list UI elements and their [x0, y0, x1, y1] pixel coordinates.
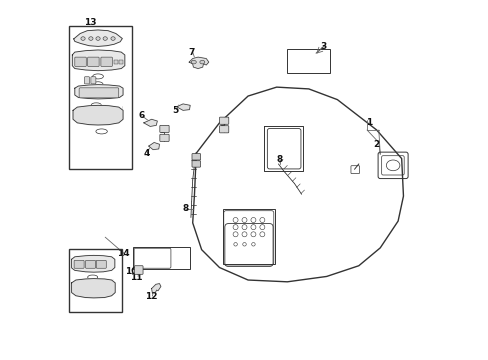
- Ellipse shape: [111, 37, 115, 40]
- Ellipse shape: [191, 60, 196, 64]
- FancyBboxPatch shape: [219, 126, 228, 133]
- Ellipse shape: [96, 37, 100, 40]
- Polygon shape: [148, 143, 159, 150]
- FancyBboxPatch shape: [87, 57, 99, 66]
- Bar: [119, 60, 123, 64]
- Ellipse shape: [200, 60, 204, 64]
- FancyBboxPatch shape: [219, 117, 228, 124]
- Bar: [132, 247, 189, 269]
- Polygon shape: [73, 105, 123, 125]
- Polygon shape: [189, 57, 208, 68]
- FancyBboxPatch shape: [101, 57, 112, 66]
- Polygon shape: [151, 284, 161, 293]
- Ellipse shape: [103, 37, 107, 40]
- Text: 12: 12: [144, 292, 157, 301]
- FancyBboxPatch shape: [96, 260, 106, 268]
- Text: 5: 5: [172, 106, 178, 115]
- Text: 13: 13: [84, 18, 96, 27]
- FancyBboxPatch shape: [160, 125, 169, 132]
- FancyBboxPatch shape: [192, 154, 200, 160]
- Text: 8: 8: [182, 204, 188, 213]
- FancyBboxPatch shape: [160, 134, 169, 141]
- Text: 10: 10: [124, 267, 137, 276]
- FancyBboxPatch shape: [91, 77, 96, 84]
- Text: 7: 7: [188, 48, 194, 57]
- FancyBboxPatch shape: [79, 88, 119, 98]
- Text: 8: 8: [276, 155, 282, 164]
- Text: 11: 11: [130, 273, 142, 282]
- Bar: [69, 26, 132, 169]
- Bar: [69, 249, 122, 312]
- Ellipse shape: [81, 37, 85, 40]
- Text: 9: 9: [159, 126, 165, 135]
- FancyBboxPatch shape: [134, 266, 143, 274]
- Bar: [114, 60, 118, 64]
- Text: 6: 6: [138, 111, 144, 120]
- Bar: [287, 49, 329, 73]
- Polygon shape: [75, 85, 123, 99]
- Text: 9: 9: [220, 119, 226, 128]
- Polygon shape: [71, 279, 115, 298]
- Text: 4: 4: [143, 149, 149, 158]
- Polygon shape: [143, 119, 157, 126]
- FancyBboxPatch shape: [85, 260, 95, 268]
- Text: 14: 14: [117, 249, 130, 258]
- Text: 1: 1: [365, 118, 371, 127]
- Bar: [223, 208, 274, 264]
- Ellipse shape: [88, 37, 93, 40]
- FancyBboxPatch shape: [192, 161, 200, 167]
- FancyBboxPatch shape: [84, 77, 89, 84]
- Polygon shape: [71, 255, 115, 272]
- FancyBboxPatch shape: [75, 57, 86, 66]
- Polygon shape: [176, 104, 190, 111]
- Polygon shape: [74, 30, 122, 46]
- Polygon shape: [72, 50, 124, 71]
- Text: 2: 2: [372, 140, 378, 149]
- FancyBboxPatch shape: [74, 260, 84, 268]
- Text: 3: 3: [319, 41, 325, 50]
